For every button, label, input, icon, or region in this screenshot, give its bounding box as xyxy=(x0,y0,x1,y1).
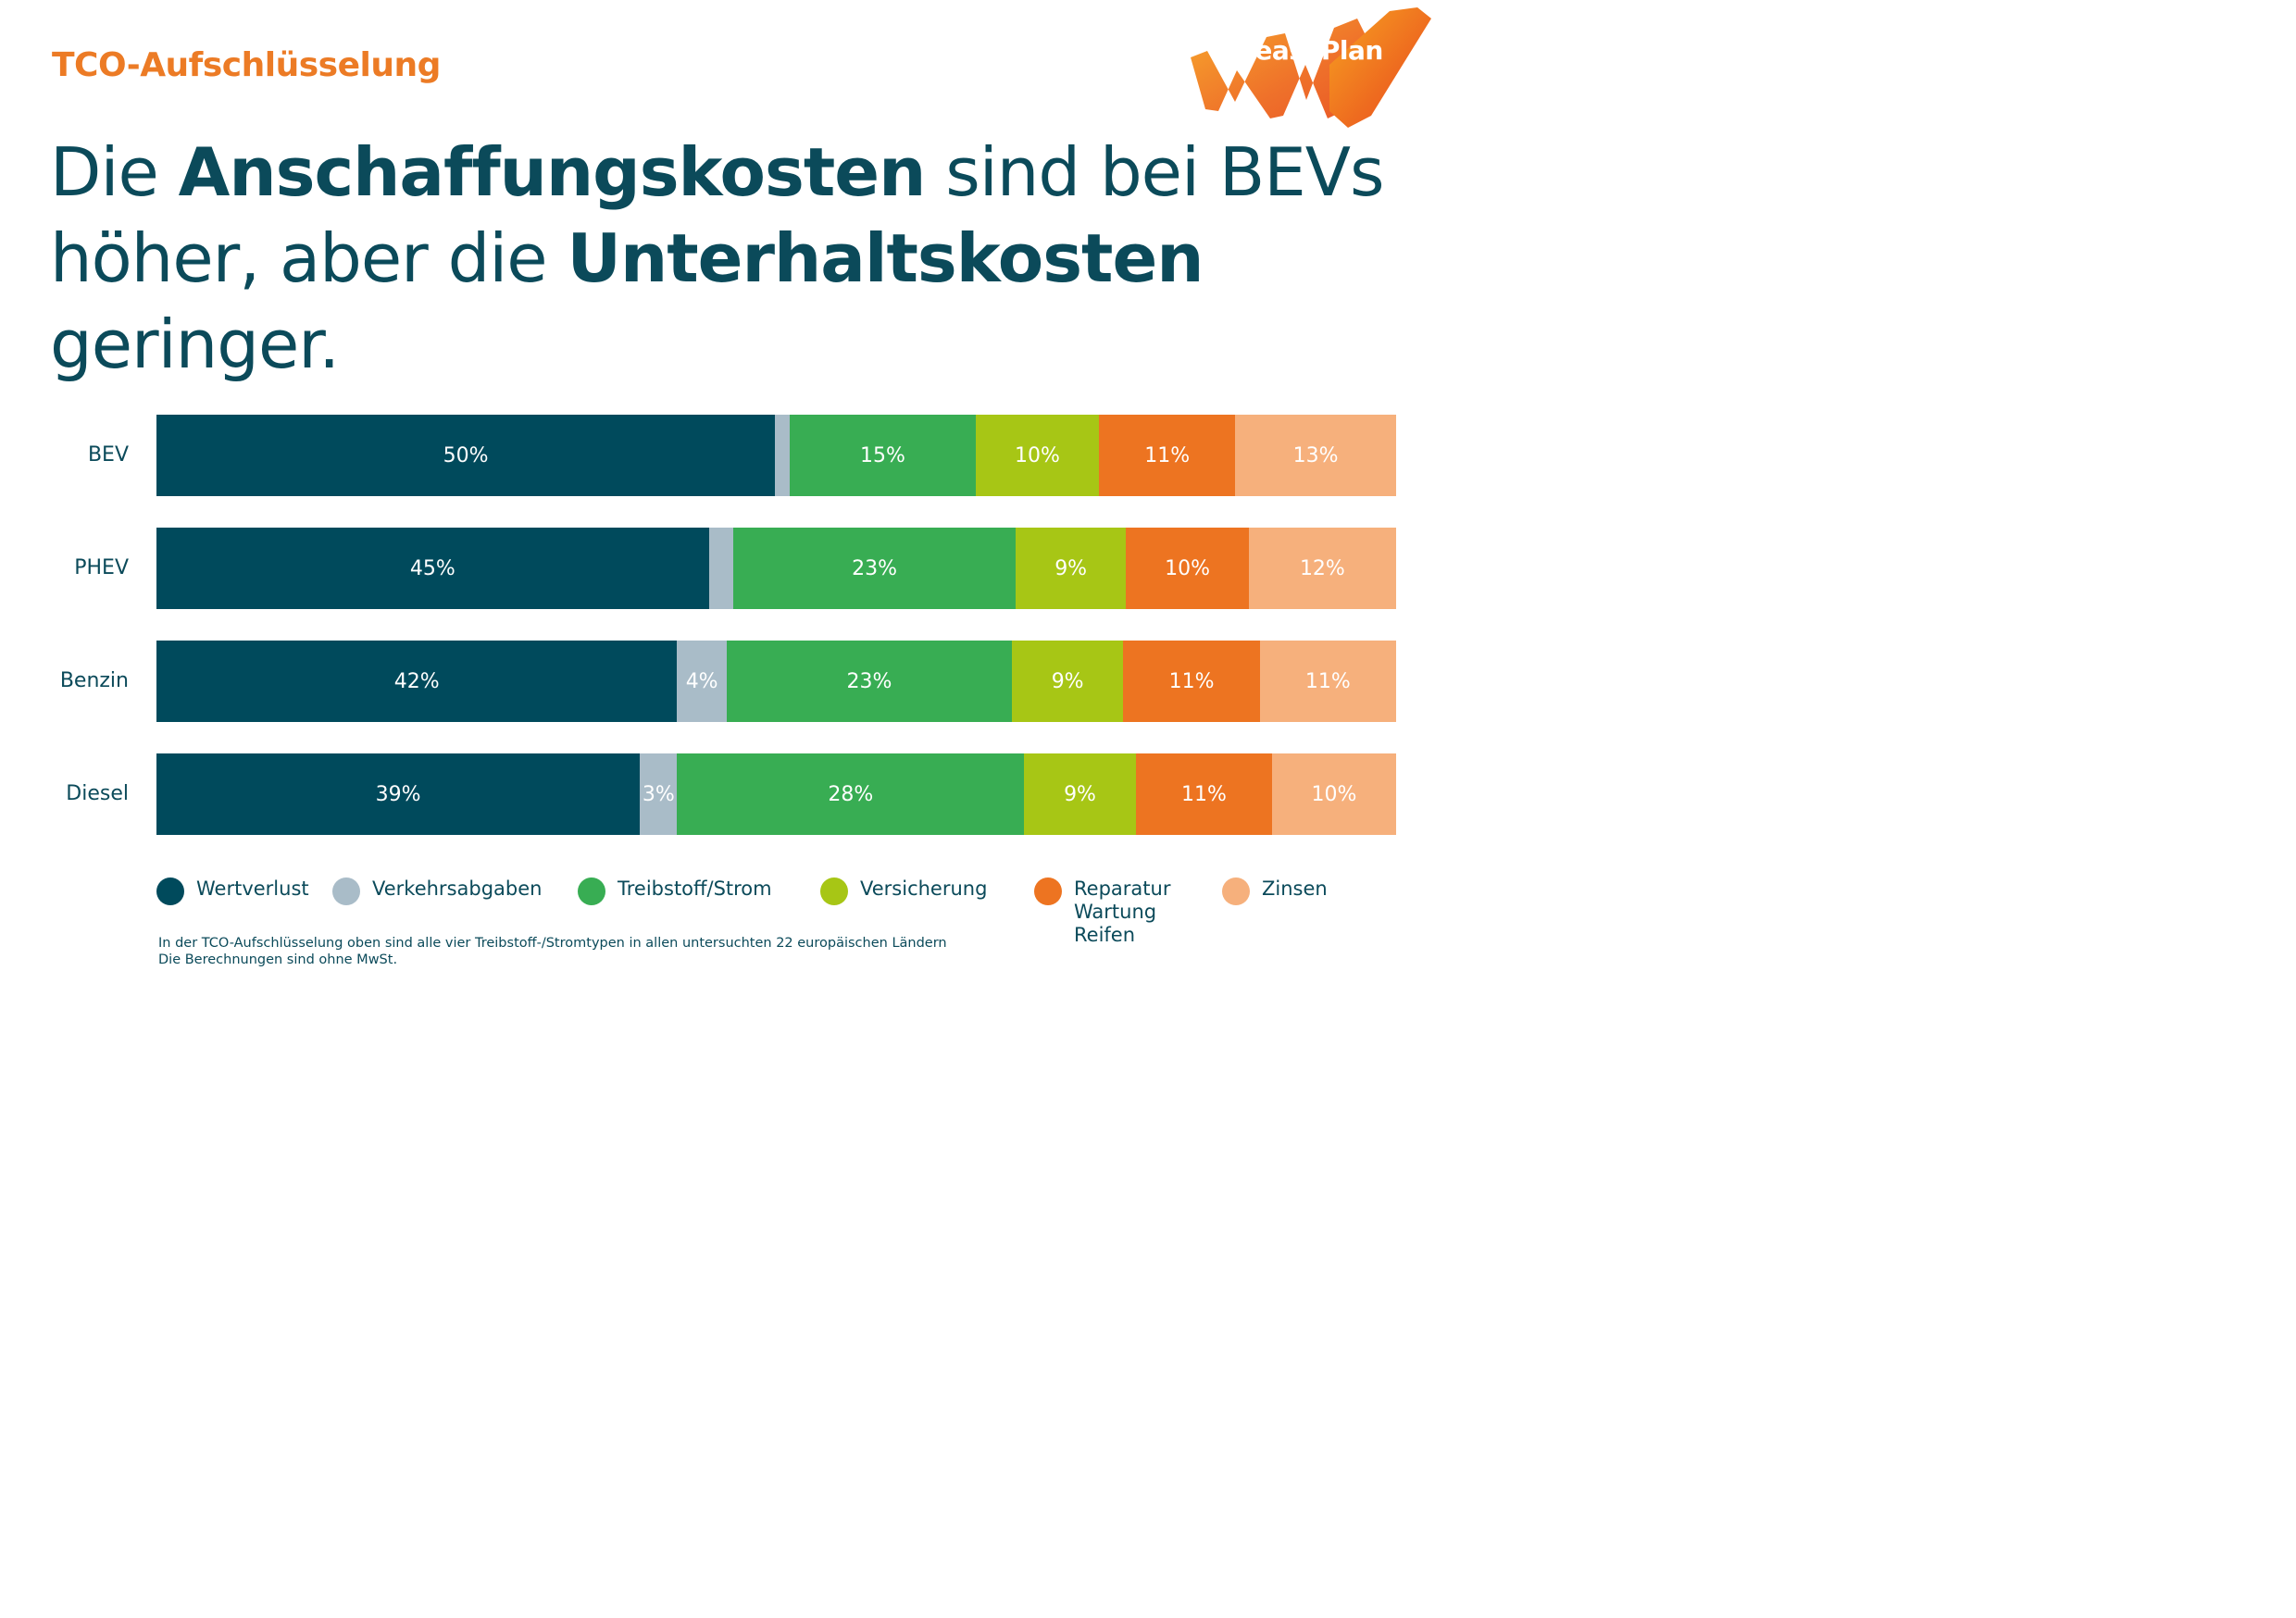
data-label: 10% xyxy=(1165,556,1211,580)
data-label: 42% xyxy=(393,669,440,693)
data-label: 10% xyxy=(1311,782,1357,806)
data-label: 13% xyxy=(1292,443,1339,467)
row-label: Diesel xyxy=(66,782,129,805)
headline-part: geringer. xyxy=(50,305,340,383)
bar-segment: 9% xyxy=(1024,753,1136,835)
bar-segment: 11% xyxy=(1259,641,1396,722)
data-label: 4% xyxy=(685,669,718,693)
legend-label: Versicherung xyxy=(860,877,988,900)
bar-segment: 45% xyxy=(156,528,709,609)
bar-row: 50% 15% 10% 11% 13% xyxy=(156,415,1396,496)
bar-segment: 11% xyxy=(1099,415,1236,496)
legend-label: Verkehrsabgaben xyxy=(372,877,543,900)
legend-item: Zinsen xyxy=(1222,877,1328,905)
bar-row: 45% 23% 9% 10% 12% xyxy=(156,528,1396,609)
bar-row: 42% 4% 23% 9% 11% 11% xyxy=(156,641,1396,722)
data-label: 23% xyxy=(846,669,892,693)
data-label: 50% xyxy=(443,443,489,467)
legend-label: Zinsen xyxy=(1262,877,1328,900)
bar-segment: 11% xyxy=(1123,641,1260,722)
bar-segment: 9% xyxy=(1011,641,1124,722)
legend-swatch xyxy=(820,877,848,905)
data-label: 11% xyxy=(1180,782,1227,806)
row-label: PHEV xyxy=(74,556,129,579)
bar-segment: 3% xyxy=(640,753,678,835)
headline-part: Anschaffungskosten xyxy=(178,133,927,211)
bar-segment: 23% xyxy=(733,528,1016,609)
bar-segment: 12% xyxy=(1248,528,1396,609)
footnote-line-2: Die Berechnungen sind ohne MwSt. xyxy=(158,952,398,967)
bar-segment: 50% xyxy=(156,415,776,496)
page-kicker: TCO-Aufschlüsselung xyxy=(52,46,441,84)
bar-segment: 15% xyxy=(790,415,976,496)
data-label: 11% xyxy=(1144,443,1191,467)
legend-item: Verkehrsabgaben xyxy=(332,877,542,905)
legend-swatch xyxy=(578,877,605,905)
legend-item: Reparatur Wartung Reifen xyxy=(1034,877,1170,947)
footnote-line-1: In der TCO-Aufschlüsselung oben sind all… xyxy=(158,936,947,951)
legend-label: Reparatur Wartung Reifen xyxy=(1074,877,1171,946)
bar-segment: 10% xyxy=(1126,528,1249,609)
bar-segment: 42% xyxy=(156,641,678,722)
data-label: 10% xyxy=(1014,443,1060,467)
bar-segment: 10% xyxy=(975,415,1100,496)
legend-swatch xyxy=(1034,877,1062,905)
data-label: 9% xyxy=(1051,669,1084,693)
data-label: 23% xyxy=(852,556,897,580)
data-label: 3% xyxy=(642,782,675,806)
data-label: 39% xyxy=(375,782,421,806)
bar-row: 39% 3% 28% 9% 11% 10% xyxy=(156,753,1396,835)
bar-segment: 13% xyxy=(1235,415,1396,496)
page-headline: Die Anschaffungskosten sind bei BEVs höh… xyxy=(50,130,1402,388)
legend-swatch xyxy=(1222,877,1250,905)
data-label: 12% xyxy=(1299,556,1345,580)
bar-segment: 11% xyxy=(1135,753,1273,835)
bar-segment xyxy=(775,415,791,496)
bar-segment: 23% xyxy=(726,641,1012,722)
footnote: In der TCO-Aufschlüsselung oben sind all… xyxy=(158,935,1084,968)
headline-part: Unterhaltskosten xyxy=(567,219,1204,297)
data-label: 11% xyxy=(1168,669,1215,693)
legend-item: Versicherung xyxy=(820,877,987,905)
bar-segment: 9% xyxy=(1015,528,1127,609)
row-label: BEV xyxy=(87,443,129,467)
bar-segment: 28% xyxy=(677,753,1025,835)
logo-wordmark: LeasePlan xyxy=(1239,35,1383,66)
bar-segment xyxy=(708,528,734,609)
data-label: 9% xyxy=(1064,782,1096,806)
leaseplan-logo xyxy=(1191,7,1431,128)
data-label: 11% xyxy=(1304,669,1351,693)
legend-label: Wertverlust xyxy=(196,877,309,900)
headline-part: Die xyxy=(50,133,179,211)
data-label: 28% xyxy=(828,782,874,806)
bar-segment: 4% xyxy=(677,641,727,722)
bar-segment: 10% xyxy=(1272,753,1396,835)
legend-swatch xyxy=(332,877,360,905)
headline-part: sind bei BEVs höher, aber die xyxy=(50,133,1385,297)
data-label: 45% xyxy=(409,556,455,580)
legend-item: Wertverlust xyxy=(156,877,309,905)
legend-item: Treibstoff/Strom xyxy=(578,877,772,905)
data-label: 15% xyxy=(859,443,905,467)
bar-segment: 39% xyxy=(156,753,641,835)
data-label: 9% xyxy=(1054,556,1088,580)
row-label: Benzin xyxy=(59,669,129,692)
legend-label: Treibstoff/Strom xyxy=(618,877,772,900)
legend-swatch xyxy=(156,877,184,905)
